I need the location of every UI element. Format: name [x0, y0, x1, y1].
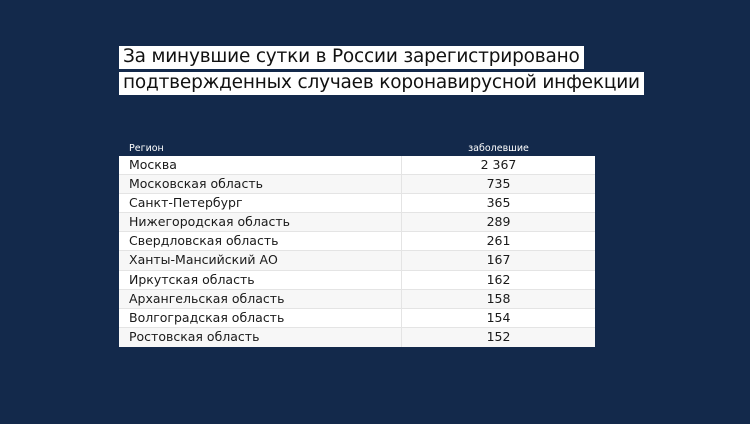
table-row: Ханты-Мансийский АО 167 — [119, 251, 595, 271]
table-row: Санкт-Петербург 365 — [119, 194, 595, 214]
region-cell: Ханты-Мансийский АО — [119, 251, 402, 270]
table-row: Ростовская область 152 — [119, 327, 595, 347]
region-cell: Волгоградская область — [119, 308, 402, 327]
cases-table: Москва 2 367 Московская область 735 Санкт-Пе… — [119, 156, 595, 347]
table-row: Нижегородская область 289 — [119, 213, 595, 233]
cases-cell: 158 — [486, 290, 511, 306]
region-cell: Архангельская область — [119, 289, 402, 308]
cases-cell: 365 — [486, 195, 511, 211]
region-cell: Ростовская область — [119, 327, 402, 347]
cases-cell: 289 — [486, 214, 511, 230]
cases-cell: 162 — [486, 271, 511, 287]
region-cell: Московская область — [119, 175, 402, 194]
cases-cell: 735 — [486, 176, 511, 192]
column-header-region: Регион — [129, 143, 164, 154]
region-cell: Иркутская область — [119, 270, 402, 289]
cases-cell: 261 — [486, 233, 511, 249]
table-row: Московская область 735 — [119, 175, 595, 195]
table-row: Свердловская область 261 — [119, 232, 595, 252]
region-cell: Санкт-Петербург — [119, 194, 402, 213]
column-header-cases: заболевшие — [468, 143, 529, 154]
table-row: Архангельская область 158 — [119, 289, 595, 309]
region-cell: Москва — [119, 156, 402, 175]
headline-line-1: За минувшие сутки в России зарегистриров… — [119, 46, 584, 69]
cases-cell: 152 — [486, 328, 511, 344]
headline: За минувшие сутки в России зарегистриров… — [119, 46, 644, 98]
table-row: Москва 2 367 — [119, 156, 595, 176]
region-cell: Нижегородская область — [119, 213, 402, 232]
cases-cell: 2 367 — [480, 157, 517, 172]
cases-cell: 167 — [486, 252, 511, 268]
cases-cell: 154 — [486, 309, 511, 325]
region-cell: Свердловская область — [119, 232, 402, 251]
table-header: Регион заболевшие — [119, 141, 595, 156]
table-row: Волгоградская область 154 — [119, 308, 595, 328]
headline-line-2: подтвержденных случаев коронавирусной ин… — [119, 72, 644, 95]
table-row: Иркутская область 162 — [119, 270, 595, 290]
